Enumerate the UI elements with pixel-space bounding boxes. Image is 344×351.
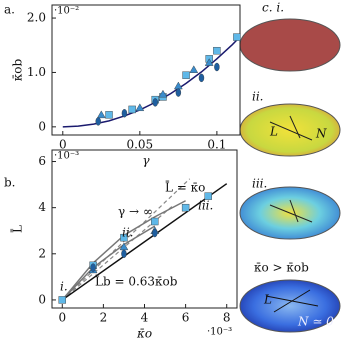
y-tick-label: 0: [38, 119, 46, 133]
x-tick-label: 4: [141, 311, 149, 325]
x-tick-label: 2: [100, 311, 108, 325]
annotation: γ → ∞: [118, 205, 153, 219]
axes-frame: [51, 4, 241, 136]
annotation: iii.: [198, 199, 213, 213]
vector-label: L: [269, 125, 278, 139]
marker: [204, 58, 214, 66]
y-tick-label: 1.0: [27, 65, 46, 79]
x-tick-label: 6: [182, 311, 190, 325]
marker: [181, 203, 190, 212]
panel-label: ii.: [252, 90, 264, 104]
y-axis-label: L̄: [9, 225, 24, 233]
vector-label: N: [315, 127, 327, 141]
annotation: ii.: [122, 226, 134, 240]
panel-label: a.: [4, 3, 15, 17]
x-axis-label: κ̄o: [136, 327, 152, 341]
panel-label: κ̄o > κ̄ob: [254, 261, 309, 275]
marker: [58, 296, 66, 304]
x-axis-label: γ: [142, 154, 150, 168]
marker: [96, 110, 106, 119]
x-tick-label: 0.1: [207, 138, 226, 152]
panel-label: b.: [4, 176, 16, 190]
arrow: [269, 121, 313, 141]
marker: [175, 88, 182, 97]
arrow: [269, 204, 313, 223]
vector-label: L: [263, 293, 272, 307]
marker: [233, 33, 241, 41]
marker: [204, 192, 212, 200]
marker: [189, 65, 199, 73]
marker: [182, 71, 190, 79]
y-multiplier: ·10⁻²: [54, 6, 79, 17]
marker: [90, 263, 96, 272]
marker: [105, 111, 113, 119]
x-tick-label: 0: [58, 311, 66, 325]
x-tick-label: 0.05: [126, 138, 153, 152]
arrow: [273, 289, 311, 313]
marker: [135, 103, 145, 112]
marker: [213, 46, 221, 55]
y-tick-label: 2: [38, 246, 46, 260]
shape-i: [239, 18, 341, 72]
panel-title: c. i.: [262, 1, 284, 15]
panel-label: iii.: [252, 177, 267, 191]
x-tick-label: 0: [59, 138, 67, 152]
y-tick-label: 2.0: [27, 11, 46, 25]
panel-c: c. i. ii. L N iii. κ̄o > κ̄ob L N ≃ 0: [239, 1, 341, 333]
marker: [128, 105, 136, 114]
y-multiplier: ·10⁻³: [54, 151, 79, 162]
arrow: [289, 199, 299, 223]
marker: [120, 233, 128, 242]
marker: [152, 228, 158, 238]
marker: [198, 73, 205, 83]
marker: [95, 117, 101, 126]
curve: [61, 225, 156, 301]
marker: [121, 249, 127, 258]
arrow: [289, 115, 301, 139]
curve: [61, 183, 228, 301]
marker: [174, 81, 183, 90]
x-tick-label: 8: [223, 311, 231, 325]
vector-label: N ≃ 0: [297, 315, 334, 329]
y-tick-label: 0: [38, 292, 46, 306]
y-tick-label: 4: [38, 200, 46, 214]
x-multiplier: ·10⁻³: [207, 327, 232, 338]
y-axis-label: κ̄ob: [11, 58, 25, 81]
curve: [62, 35, 240, 128]
shape-iv: [239, 279, 341, 333]
marker: [121, 109, 128, 118]
marker: [158, 89, 168, 98]
annotation: i.: [60, 280, 68, 294]
annotation: L̄ = κ̄o: [165, 179, 205, 194]
marker: [152, 98, 158, 107]
annotation: L̄b = 0.63κ̄ob: [95, 273, 178, 288]
marker: [214, 62, 220, 72]
y-tick-label: 6: [38, 154, 46, 168]
marker: [151, 217, 159, 226]
